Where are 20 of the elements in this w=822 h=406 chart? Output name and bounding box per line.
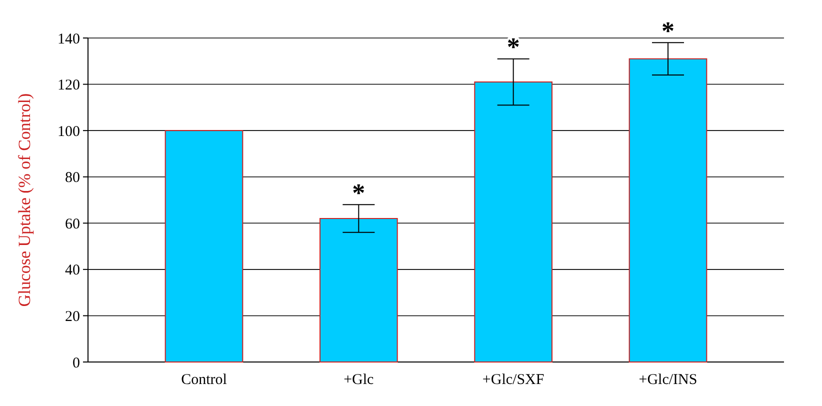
bar xyxy=(320,218,398,362)
y-tick-label: 120 xyxy=(58,78,80,94)
bar xyxy=(474,81,552,362)
annotation: * xyxy=(352,178,366,208)
y-tick-label: 80 xyxy=(65,170,80,186)
y-tick-label: 40 xyxy=(65,262,80,279)
y-tick-label: 100 xyxy=(58,124,80,140)
bar xyxy=(628,58,708,362)
x-tick-label: +Glc/SXF xyxy=(482,372,544,388)
y-tick-label: 140 xyxy=(58,31,80,48)
bar xyxy=(164,130,244,362)
y-axis-title: Glucose Uptake (% of Control) xyxy=(15,93,34,307)
annotation: * xyxy=(506,32,520,62)
y-tick-label: 20 xyxy=(65,308,80,325)
y-tick-label: 60 xyxy=(65,216,80,232)
x-tick-label: +Glc/INS xyxy=(638,372,698,388)
x-tick-label: Control xyxy=(181,372,227,388)
annotation: * xyxy=(662,16,674,46)
x-tick-label: +Glc xyxy=(344,372,374,388)
y-tick-label: 0 xyxy=(72,355,80,372)
